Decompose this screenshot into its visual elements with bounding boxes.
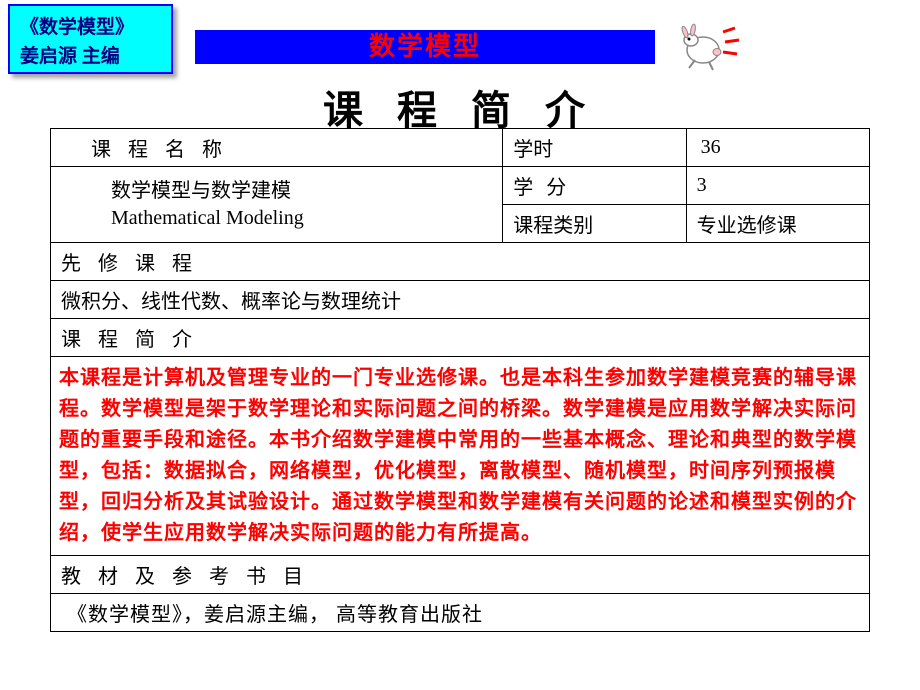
table-row: 本课程是计算机及管理专业的一门专业选修课。也是本科生参加数学建模竞赛的辅导课程。… <box>51 357 870 556</box>
course-table: 课 程 名 称 学时 36 数学模型与数学建模 Mathematical Mod… <box>50 128 870 632</box>
table-row: 课 程 简 介 <box>51 319 870 357</box>
table-row: 课 程 名 称 学时 36 <box>51 129 870 167</box>
table-row: 《数学模型》，姜启源主编， 高等教育出版社 <box>51 594 870 632</box>
intro-label: 课 程 简 介 <box>51 319 870 357</box>
banner-title: 数学模型 <box>195 30 655 64</box>
ref-value: 《数学模型》，姜启源主编， 高等教育出版社 <box>51 594 870 632</box>
prereq-value: 微积分、线性代数、概率论与数理统计 <box>51 281 870 319</box>
table-row: 教 材 及 参 考 书 目 <box>51 556 870 594</box>
category-label: 课程类别 <box>503 205 686 243</box>
book-badge: 《数学模型》 姜启源 主编 <box>8 4 173 74</box>
course-name-en: Mathematical Modeling <box>111 205 492 232</box>
course-name-label: 课 程 名 称 <box>51 129 503 167</box>
prereq-label: 先 修 课 程 <box>51 243 870 281</box>
table-row: 数学模型与数学建模 Mathematical Modeling 学 分 3 <box>51 167 870 205</box>
table-row: 先 修 课 程 <box>51 243 870 281</box>
badge-line1: 《数学模型》 <box>20 14 161 43</box>
category-value: 专业选修课 <box>686 205 869 243</box>
intro-text: 本课程是计算机及管理专业的一门专业选修课。也是本科生参加数学建模竞赛的辅导课程。… <box>51 357 870 556</box>
credit-value: 3 <box>686 167 869 205</box>
course-name-cn: 数学模型与数学建模 <box>111 178 492 205</box>
ref-label: 教 材 及 参 考 书 目 <box>51 556 870 594</box>
credit-label: 学 分 <box>503 167 686 205</box>
hours-label: 学时 <box>503 129 686 167</box>
course-name-cell: 数学模型与数学建模 Mathematical Modeling <box>51 167 503 243</box>
hours-value: 36 <box>686 129 869 167</box>
rabbit-icon <box>675 22 755 77</box>
badge-line2: 姜启源 主编 <box>20 43 161 72</box>
table-row: 微积分、线性代数、概率论与数理统计 <box>51 281 870 319</box>
